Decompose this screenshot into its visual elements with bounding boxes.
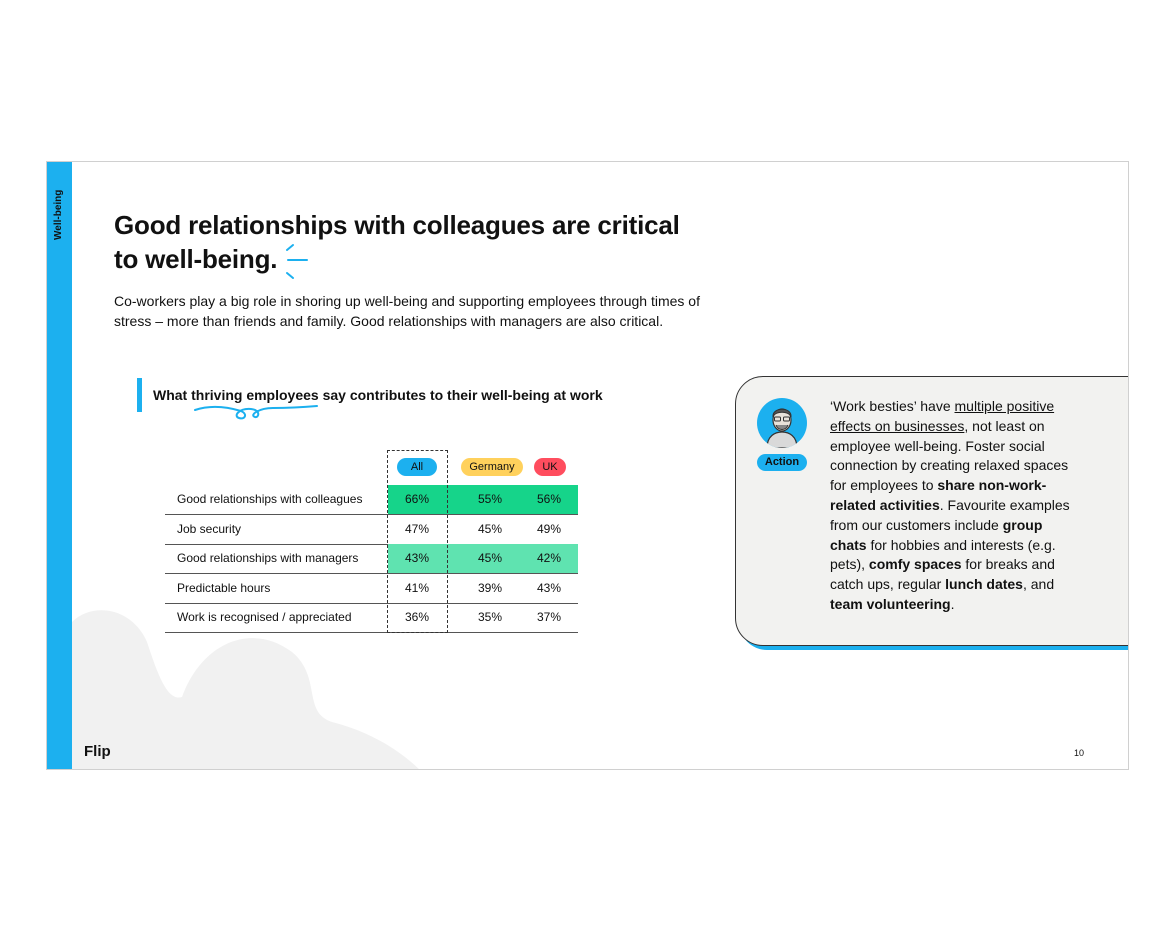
cell-uk: 56% bbox=[536, 492, 562, 506]
action-text-part: for breaks and catch ups, regular bbox=[830, 556, 1055, 593]
action-emphasis: lunch dates bbox=[945, 576, 1023, 593]
action-text-part: ‘Work besties’ have bbox=[830, 398, 955, 414]
cell-uk: 49% bbox=[536, 522, 562, 536]
cell-germany: 45% bbox=[477, 522, 503, 536]
row-label: Predictable hours bbox=[177, 581, 271, 595]
table-row: Predictable hours 41% 39% 43% bbox=[165, 574, 578, 604]
flip-logo: Flip bbox=[84, 743, 111, 760]
table-row: Job security 47% 45% 49% bbox=[165, 515, 578, 545]
section-sidebar bbox=[47, 162, 72, 769]
action-text-part: , and bbox=[1022, 576, 1055, 593]
action-text-part: . Favourite examples from our customers … bbox=[830, 496, 1070, 533]
cell-all: 41% bbox=[404, 581, 430, 595]
cell-germany: 45% bbox=[477, 551, 503, 565]
cell-uk: 37% bbox=[536, 610, 562, 624]
table-title: What thriving employees say contributes … bbox=[153, 387, 603, 403]
cell-germany: 55% bbox=[477, 492, 503, 506]
cell-uk: 43% bbox=[536, 581, 562, 595]
squiggle-underline bbox=[194, 405, 318, 420]
table-row: Work is recognised / appreciated 36% 35%… bbox=[165, 603, 578, 633]
slide: Well-being Good relationships with colle… bbox=[46, 161, 1129, 770]
action-emphasis: group chats bbox=[830, 516, 1043, 553]
page-title: Good relationships with colleagues are c… bbox=[114, 208, 734, 276]
row-label: Good relationships with managers bbox=[177, 551, 359, 565]
cell-germany: 35% bbox=[477, 610, 503, 624]
action-text-part: . bbox=[950, 595, 955, 612]
row-label: Work is recognised / appreciated bbox=[177, 610, 352, 624]
title-line-2: to well-being. bbox=[114, 244, 278, 274]
column-uk: UK bbox=[534, 458, 566, 476]
cell-uk: 42% bbox=[536, 551, 562, 565]
action-emphasis: team volunteering bbox=[830, 595, 951, 612]
action-text: ‘Work besties’ have multiple positive ef… bbox=[830, 397, 1080, 615]
title-line-1: Good relationships with colleagues are c… bbox=[114, 210, 680, 240]
action-text-part: , not least on employee well-being. Fost… bbox=[830, 417, 1069, 494]
row-highlight bbox=[388, 485, 578, 514]
page-number: 10 bbox=[1074, 748, 1085, 758]
cell-all: 36% bbox=[404, 610, 430, 624]
person-icon bbox=[766, 408, 798, 448]
sparkle-icon bbox=[286, 244, 308, 279]
column-germany: Germany bbox=[461, 458, 523, 476]
cell-all: 43% bbox=[404, 551, 430, 565]
table-row: Good relationships with managers 43% 45%… bbox=[165, 544, 578, 574]
cloud-decoration bbox=[72, 610, 419, 769]
action-link[interactable]: multiple positive effects on businesses bbox=[830, 398, 1055, 434]
column-uk-label: UK bbox=[542, 461, 558, 473]
column-all: All bbox=[397, 458, 437, 476]
table-row: Good relationships with colleagues 66% 5… bbox=[165, 485, 578, 515]
cell-germany: 39% bbox=[477, 581, 503, 595]
action-emphasis: share non-work-related activities bbox=[830, 477, 1047, 513]
action-badge: Action bbox=[757, 454, 807, 471]
action-text-part: for hobbies and interests (e.g. pets), bbox=[830, 536, 1056, 573]
row-label: Good relationships with colleagues bbox=[177, 492, 363, 506]
row-highlight bbox=[388, 544, 578, 573]
action-emphasis: comfy spaces bbox=[868, 556, 962, 573]
avatar bbox=[757, 398, 807, 448]
all-column-highlight bbox=[387, 450, 448, 633]
cell-all: 47% bbox=[404, 522, 430, 536]
cell-all: 66% bbox=[404, 492, 430, 506]
column-all-label: All bbox=[410, 461, 424, 473]
column-germany-label: Germany bbox=[469, 461, 515, 473]
subtitle-accent-bar bbox=[137, 378, 142, 412]
section-label: Well-being bbox=[53, 189, 64, 240]
intro-text: Co-workers play a big role in shoring up… bbox=[114, 293, 700, 329]
row-label: Job security bbox=[177, 522, 242, 536]
